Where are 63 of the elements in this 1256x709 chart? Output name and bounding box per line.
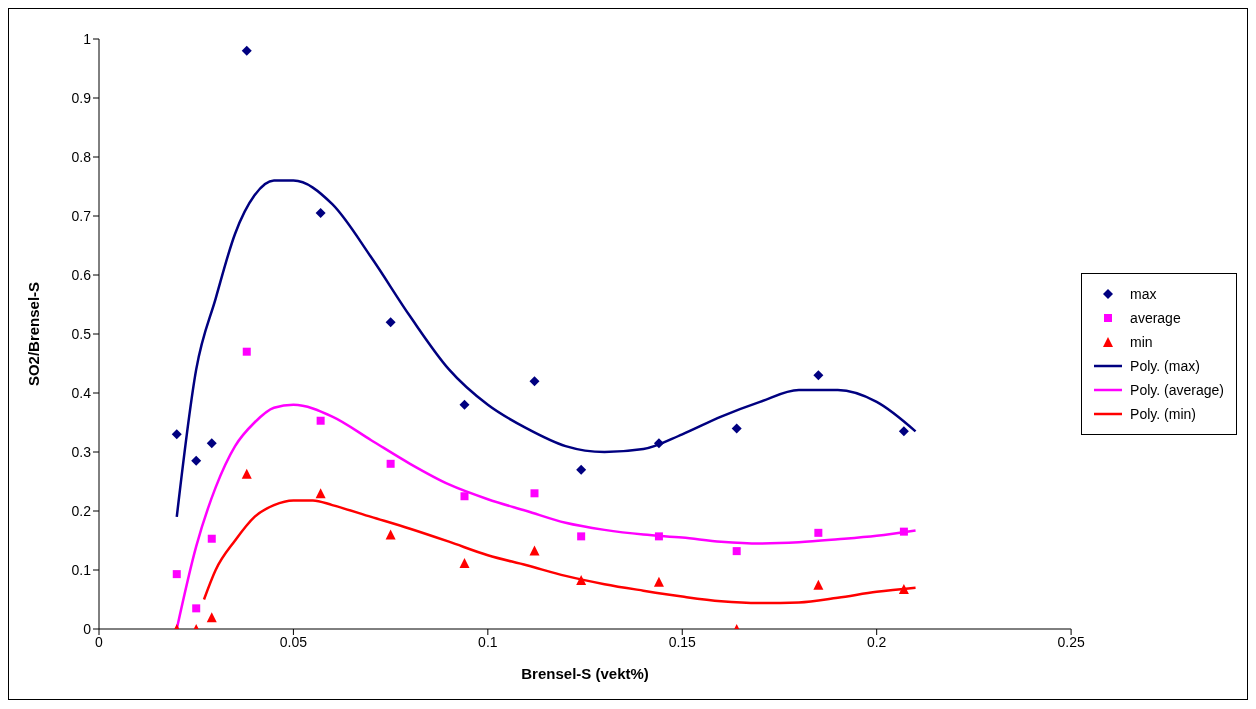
y-tick-label: 1 [83,30,92,47]
x-tick-label: 0.05 [279,633,308,650]
x-tick-label: 0.25 [1057,633,1085,650]
x-tick-label: 0 [95,633,104,650]
legend-label: average [1130,309,1181,328]
point [191,455,202,466]
point [530,489,539,498]
line-series [175,179,917,519]
y-tick-label: 0.4 [71,384,92,401]
y-tick-label: 0.9 [71,89,92,106]
y-tick-label: 0.8 [71,148,92,165]
point [576,464,587,475]
legend-label: Poly. (max) [1130,357,1200,376]
point [732,547,741,556]
y-tick-label: 0.6 [71,266,92,283]
y-tick-label: 0.1 [71,561,92,578]
x-tick-label: 0.2 [866,633,887,650]
point [813,370,824,381]
y-tick-label: 0.3 [71,443,92,460]
point [576,575,587,586]
point [192,604,201,613]
point [898,426,909,437]
point [206,438,217,449]
y-tick-label: 0 [83,620,92,637]
point [731,423,742,434]
x-axis-title: Brensel-S (vekt%) [521,665,649,682]
point [653,576,664,587]
y-tick-label: 0.5 [71,325,92,342]
y-axis-title: SO2/Brensel-S [25,281,43,387]
point [207,534,216,543]
point [899,527,908,536]
point [529,376,540,387]
point [814,528,823,537]
line-series [175,403,917,629]
legend-label: max [1130,285,1157,304]
point [242,347,251,356]
legend-label: min [1130,333,1153,352]
point [171,429,182,440]
point [653,438,664,449]
point [172,570,181,579]
point [529,545,540,556]
point [898,583,909,594]
x-tick-label: 0.1 [478,633,498,650]
point [241,468,252,479]
point [315,488,326,499]
point [813,579,824,590]
point [385,529,396,540]
point [654,532,663,541]
legend-label: Poly. (average) [1130,381,1224,400]
point [316,416,325,425]
point [386,459,395,468]
y-tick-label: 0.2 [71,502,92,519]
point [459,557,470,568]
point [460,492,469,501]
x-tick-label: 0.15 [668,633,697,650]
point [241,45,252,56]
point [385,317,396,328]
point [315,208,326,219]
y-tick-label: 0.7 [71,207,92,224]
point [577,532,586,541]
point [459,399,470,410]
legend-label: Poly. (min) [1130,405,1196,424]
point [206,612,217,623]
